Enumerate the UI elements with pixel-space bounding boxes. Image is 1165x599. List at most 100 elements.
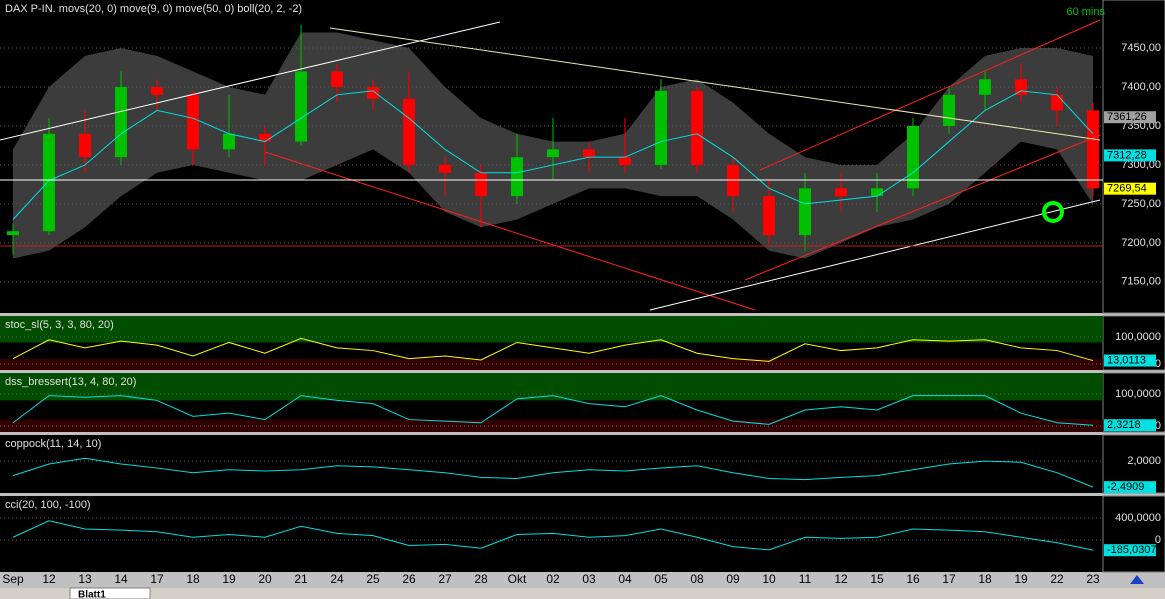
moving-average bbox=[12, 90, 1094, 220]
value-marker bbox=[1104, 182, 1156, 195]
x-tick-label: 18 bbox=[978, 572, 992, 586]
trend-line bbox=[329, 27, 1101, 141]
corner-label: 60 mins bbox=[1066, 6, 1105, 18]
y-tick-label: 7200,00 bbox=[1121, 237, 1161, 249]
candle-body bbox=[259, 133, 271, 142]
lower-zone bbox=[0, 358, 1103, 370]
candle-body bbox=[151, 87, 163, 95]
y-tick-label: 400,0000 bbox=[1115, 512, 1161, 524]
y-tick-label: 7400,00 bbox=[1121, 81, 1161, 93]
candle-body bbox=[727, 164, 739, 197]
y-tick-label: 0 bbox=[1155, 420, 1161, 432]
indicator-line bbox=[12, 337, 1094, 362]
candle-body bbox=[619, 157, 631, 165]
indicator-line bbox=[12, 520, 1094, 551]
y-tick-label: 2,0000 bbox=[1127, 455, 1161, 467]
value-marker-label: 7361,26 bbox=[1107, 111, 1147, 123]
x-tick-label: 13 bbox=[78, 572, 92, 586]
candle-body bbox=[331, 71, 343, 88]
x-tick-label: Sep bbox=[2, 572, 24, 586]
indicator-line bbox=[12, 395, 1094, 426]
x-tick-label: 04 bbox=[618, 572, 632, 586]
candle-body bbox=[7, 231, 19, 236]
candle-body bbox=[583, 149, 595, 158]
panel-title: coppock(11, 14, 10) bbox=[5, 438, 101, 450]
y-tick-label: 0 bbox=[1155, 534, 1161, 546]
candle-body bbox=[223, 133, 235, 150]
y-tick-label: 7250,00 bbox=[1121, 198, 1161, 210]
sheet-tab-label[interactable]: Blatt1 bbox=[78, 590, 106, 599]
trend-lines bbox=[0, 19, 1103, 311]
value-marker bbox=[1104, 354, 1156, 367]
candle-body bbox=[115, 87, 127, 158]
x-tick-label: 24 bbox=[330, 572, 344, 586]
x-tick-label: 14 bbox=[114, 572, 128, 586]
panel-title: stoc_sl(5, 3, 3, 80, 20) bbox=[5, 319, 114, 331]
x-tick-label: 17 bbox=[942, 572, 956, 586]
value-marker bbox=[1104, 149, 1156, 162]
candle-body bbox=[943, 94, 955, 126]
hand-annotation bbox=[1042, 201, 1064, 223]
x-tick-label: 18 bbox=[186, 572, 200, 586]
value-marker bbox=[1104, 111, 1156, 124]
lower-zone bbox=[0, 419, 1103, 432]
x-tick-label: 09 bbox=[726, 572, 740, 586]
candle-body bbox=[79, 133, 91, 158]
value-marker-label: 2,3218 bbox=[1107, 419, 1141, 431]
x-tick-label: 28 bbox=[474, 572, 488, 586]
indicator-line bbox=[12, 457, 1094, 488]
trend-line bbox=[0, 21, 501, 141]
x-tick-label: 22 bbox=[1050, 572, 1064, 586]
panel-title: dss_bressert(13, 4, 80, 20) bbox=[5, 376, 136, 388]
value-marker-label: -2,4909 bbox=[1107, 481, 1144, 493]
y-tick-label: 100,0000 bbox=[1115, 388, 1161, 400]
y-tick-label: 0 bbox=[1155, 358, 1161, 370]
sheet-tab[interactable] bbox=[69, 587, 151, 599]
value-marker bbox=[1104, 544, 1156, 557]
candle-body bbox=[511, 157, 523, 197]
trend-line bbox=[744, 134, 1101, 281]
x-axis-bg bbox=[0, 572, 1165, 588]
candle-body bbox=[871, 188, 883, 197]
candle-body bbox=[475, 172, 487, 197]
value-marker bbox=[1104, 419, 1156, 432]
panel-bg bbox=[0, 496, 1103, 572]
candle-body bbox=[403, 98, 415, 165]
upper-zone bbox=[0, 373, 1103, 401]
candle-body bbox=[187, 94, 199, 150]
panel-title: cci(20, 100, -100) bbox=[5, 499, 91, 511]
axis-bg bbox=[1102, 495, 1165, 573]
x-tick-label: 21 bbox=[294, 572, 308, 586]
x-tick-label: 16 bbox=[906, 572, 920, 586]
candle-body bbox=[547, 149, 559, 158]
x-tick-label: 25 bbox=[366, 572, 380, 586]
candle-body bbox=[799, 188, 811, 236]
candle-body bbox=[655, 90, 667, 165]
x-tick-label: Okt bbox=[508, 572, 527, 586]
x-tick-label: 10 bbox=[762, 572, 776, 586]
scroll-icon[interactable] bbox=[1130, 575, 1144, 584]
tab-bar bbox=[0, 588, 1165, 599]
upper-zone bbox=[0, 316, 1103, 343]
value-marker bbox=[1104, 481, 1156, 494]
candle-body bbox=[763, 196, 775, 236]
candle-body bbox=[439, 164, 451, 173]
trend-line bbox=[759, 19, 1101, 171]
x-tick-label: 19 bbox=[222, 572, 236, 586]
y-tick-label: 7150,00 bbox=[1121, 276, 1161, 288]
x-tick-label: 08 bbox=[690, 572, 704, 586]
y-tick-label: 7450,00 bbox=[1121, 42, 1161, 54]
candle-body bbox=[835, 188, 847, 197]
candle-body bbox=[1015, 79, 1027, 95]
x-tick-label: 26 bbox=[402, 572, 416, 586]
value-marker-label: -185,0307 bbox=[1107, 544, 1157, 556]
x-tick-label: 05 bbox=[654, 572, 668, 586]
candle-body bbox=[367, 87, 379, 99]
x-tick-label: 02 bbox=[546, 572, 560, 586]
x-tick-label: 03 bbox=[582, 572, 596, 586]
candle-body bbox=[691, 90, 703, 165]
candle-body bbox=[1051, 94, 1063, 111]
trend-line bbox=[264, 151, 756, 311]
x-tick-label: 27 bbox=[438, 572, 452, 586]
